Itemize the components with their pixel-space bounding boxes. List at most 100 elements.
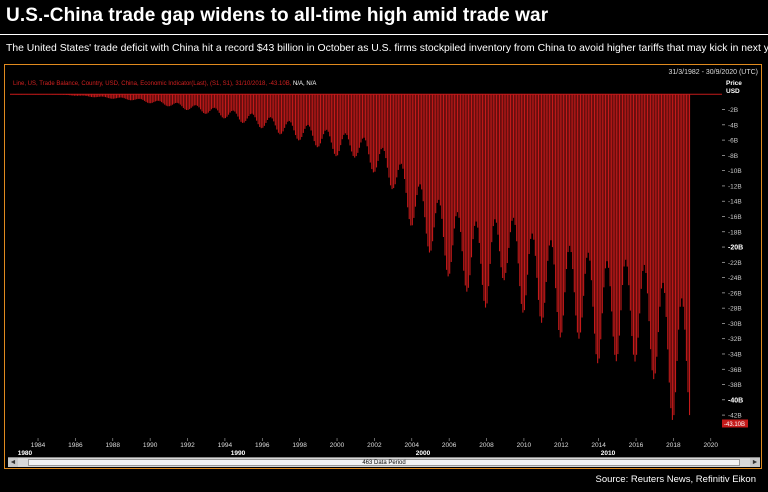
bar: [137, 94, 139, 99]
bar: [341, 94, 343, 140]
bar: [573, 94, 575, 293]
x-tick-label: 1984: [31, 442, 46, 449]
bar: [195, 94, 197, 106]
bar: [168, 94, 170, 107]
bar: [525, 94, 527, 296]
bar: [190, 94, 192, 108]
bar: [604, 94, 606, 269]
scroll-left-arrow-icon[interactable]: ◄: [8, 458, 18, 467]
bar: [117, 94, 119, 98]
bar: [193, 94, 195, 106]
bar: [157, 94, 160, 101]
bar: [112, 94, 114, 99]
bar: [291, 94, 293, 126]
bar: [192, 94, 194, 107]
bar: [572, 94, 574, 270]
bar: [603, 94, 605, 288]
bar: [442, 94, 445, 237]
bar: [189, 94, 191, 110]
bar: [240, 94, 242, 122]
y-tick-label: -32B: [728, 336, 742, 343]
bar: [372, 94, 374, 173]
bar: [601, 94, 603, 314]
bar: [609, 94, 611, 287]
bar: [665, 94, 667, 317]
bar: [129, 94, 132, 101]
bar: [354, 94, 356, 158]
bar: [569, 94, 571, 246]
bar: [397, 94, 399, 170]
bar: [483, 94, 485, 301]
bar: [273, 94, 275, 122]
bar: [449, 94, 451, 274]
bar: [495, 94, 497, 223]
bar: [98, 94, 100, 97]
bar: [592, 94, 594, 307]
bar: [162, 94, 164, 104]
bar: [245, 94, 247, 121]
bar: [242, 94, 244, 123]
bar: [584, 94, 586, 274]
bar: [407, 94, 409, 208]
bar: [503, 94, 505, 281]
bar: [629, 94, 631, 311]
bar: [681, 94, 683, 299]
x-tick-label: 1988: [106, 442, 121, 449]
bar: [346, 94, 348, 135]
bar: [165, 94, 167, 106]
bar: [513, 94, 515, 218]
bar: [472, 94, 474, 240]
bar: [209, 94, 211, 111]
bar: [626, 94, 628, 267]
bar: [517, 94, 519, 264]
bar: [438, 94, 440, 200]
bar: [199, 94, 202, 110]
bar: [643, 94, 645, 265]
decade-label: 2010: [601, 450, 616, 457]
bar: [464, 94, 466, 286]
bar: [198, 94, 200, 108]
axis-unit-usd: USD: [726, 88, 740, 95]
bar: [664, 94, 666, 293]
bar: [123, 94, 125, 99]
bar: [148, 94, 150, 104]
bar: [511, 94, 513, 221]
bar: [618, 94, 620, 336]
bar: [271, 94, 273, 119]
bar: [66, 94, 68, 95]
y-tick-label: -20B: [728, 245, 743, 252]
bar: [682, 94, 684, 307]
bar: [608, 94, 610, 268]
bar: [625, 94, 627, 260]
deficit-bar-chart: [10, 79, 722, 438]
bar: [340, 94, 342, 146]
bar: [678, 94, 680, 330]
bar: [575, 94, 577, 316]
bar: [131, 94, 133, 101]
scroll-thumb[interactable]: 463 Data Period: [28, 459, 740, 466]
bar: [642, 94, 644, 271]
bar: [461, 94, 463, 252]
bar: [410, 94, 412, 226]
scroll-right-arrow-icon[interactable]: ►: [750, 458, 760, 467]
bar: [351, 94, 353, 152]
bar: [262, 94, 264, 128]
bar: [688, 94, 691, 416]
bar: [583, 94, 585, 296]
bar: [313, 94, 315, 142]
bar: [184, 94, 186, 110]
x-tick-label: 2008: [479, 442, 494, 449]
bar: [636, 94, 638, 355]
y-tick-label: -30B: [728, 321, 742, 328]
bar: [176, 94, 178, 103]
bar: [164, 94, 166, 105]
title-divider: [0, 34, 768, 35]
bar: [64, 94, 66, 95]
time-scrollbar[interactable]: ◄ 463 Data Period ►: [8, 457, 760, 467]
bar: [224, 94, 226, 119]
x-tick-label: 2006: [442, 442, 457, 449]
bar: [369, 94, 371, 163]
bar: [530, 94, 532, 239]
bar: [439, 94, 441, 206]
bar: [460, 94, 462, 232]
